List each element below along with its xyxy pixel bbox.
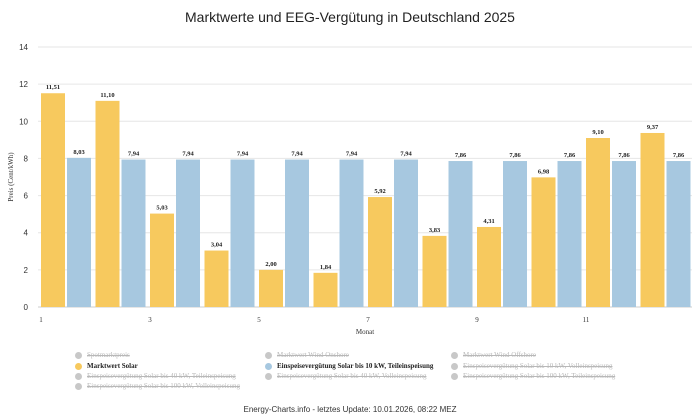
bar — [394, 159, 418, 307]
bar — [586, 138, 610, 307]
x-tick-label: 9 — [475, 316, 479, 324]
x-tick-label: 1 — [39, 316, 43, 324]
data-label: 1,84 — [320, 264, 332, 271]
y-tick-label: 0 — [24, 303, 29, 312]
legend-item-solar-100kw-voll[interactable]: Einspeisevergütung Solar bis 100 kW, Vol… — [75, 382, 240, 390]
legend-item-solar-10kw-voll[interactable]: Einspeisevergütung Solar bis 10 kW, Voll… — [451, 362, 612, 370]
y-tick-label: 2 — [24, 266, 29, 275]
footer-source: Energy-Charts.info - letztes Update: 10.… — [243, 405, 457, 414]
legend-item-wind-offshore[interactable]: Marktwert Wind Offshore — [451, 351, 536, 359]
data-label: 5,92 — [374, 188, 385, 195]
data-label: 9,10 — [592, 129, 603, 136]
legend-item-solar-40kw-voll[interactable]: Einspeisevergütung Solar bis 40 kW, Voll… — [265, 372, 426, 380]
data-label: 5,03 — [156, 205, 168, 212]
data-label: 7,94 — [291, 151, 303, 158]
data-label: 7,86 — [509, 152, 521, 159]
bar — [557, 161, 582, 307]
bar — [612, 161, 636, 307]
legend-label: Einspeisevergütung Solar bis 100 kW, Vol… — [87, 382, 240, 390]
x-tick-label: 11 — [583, 316, 590, 324]
y-tick-label: 8 — [24, 154, 29, 163]
data-label: 3,83 — [429, 227, 441, 234]
legend-label: Marktwert Wind Onshore — [277, 351, 349, 359]
x-axis-title: Monat — [356, 328, 374, 336]
bar — [259, 269, 283, 307]
bar — [95, 100, 120, 307]
legend-marker — [75, 362, 82, 370]
legend-label: Marktwert Solar — [87, 362, 138, 370]
bar — [339, 159, 364, 307]
data-label: 6,98 — [538, 168, 550, 175]
data-label: 11,51 — [46, 84, 60, 91]
legend-label: Einspeisevergütung Solar bis 10 kW, Teil… — [277, 362, 434, 370]
bar — [368, 197, 392, 307]
bar — [448, 161, 473, 307]
legend-item-marktwert-solar[interactable]: Marktwert Solar — [75, 362, 138, 370]
legend-marker — [75, 382, 82, 390]
legend-label: Einspeisevergütung Solar bis 40 kW, Teil… — [87, 372, 236, 380]
bar — [422, 235, 447, 307]
data-label: 7,86 — [673, 152, 685, 159]
y-tick-label: 12 — [19, 80, 28, 89]
data-label: 7,86 — [455, 152, 467, 159]
bar — [150, 213, 174, 307]
legend-marker — [75, 351, 82, 359]
legend-marker — [451, 372, 458, 380]
legend-label: Einspeisevergütung Solar bis 100 kW, Tei… — [463, 372, 616, 380]
bar — [640, 132, 665, 307]
bar — [204, 250, 229, 307]
data-label: 8,03 — [73, 149, 85, 156]
data-label: 11,10 — [100, 92, 114, 99]
legend-item-solar-100kw-teil[interactable]: Einspeisevergütung Solar bis 100 kW, Tei… — [451, 372, 615, 380]
x-tick-label: 3 — [148, 316, 152, 324]
legend-label: Spotmarktpreis — [87, 351, 130, 359]
y-tick-label: 4 — [24, 229, 29, 238]
legend-label: Einspeisevergütung Solar bis 10 kW, Voll… — [463, 362, 613, 370]
bar — [531, 177, 556, 307]
bar — [503, 161, 527, 307]
data-label: 2,00 — [265, 261, 276, 268]
data-label: 3,04 — [211, 242, 223, 249]
x-tick-label: 5 — [257, 316, 261, 324]
legend-marker — [451, 351, 458, 359]
chart-title: Marktwerte und EEG-Vergütung in Deutschl… — [185, 9, 515, 25]
bar — [313, 272, 338, 307]
data-label: 7,94 — [237, 151, 249, 158]
data-label: 7,94 — [400, 151, 412, 158]
legend-marker — [265, 362, 272, 370]
bar — [230, 159, 255, 307]
legend-item-spotmarktpreis[interactable]: Spotmarktpreis — [75, 351, 130, 359]
data-label: 4,31 — [483, 218, 494, 225]
data-label: 9,37 — [647, 124, 659, 131]
legend-marker — [75, 372, 82, 380]
y-axis-title: Preis (Cent/kWh) — [7, 152, 15, 202]
data-label: 7,94 — [128, 151, 140, 158]
legend-marker — [451, 362, 458, 370]
y-tick-label: 6 — [24, 192, 29, 201]
legend-label: Einspeisevergütung Solar bis 40 kW, Voll… — [277, 372, 427, 380]
legend-label: Marktwert Wind Offshore — [463, 351, 536, 359]
bar — [477, 226, 501, 307]
y-tick-label: 10 — [19, 117, 28, 126]
bar — [176, 159, 200, 307]
bar — [666, 161, 691, 307]
data-label: 7,94 — [182, 151, 194, 158]
legend-item-solar-10kw-teil[interactable]: Einspeisevergütung Solar bis 10 kW, Teil… — [265, 362, 433, 370]
data-label: 7,86 — [564, 152, 576, 159]
legend-marker — [265, 351, 272, 359]
legend-item-solar-40kw-teil[interactable]: Einspeisevergütung Solar bis 40 kW, Teil… — [75, 372, 236, 380]
x-tick-label: 7 — [366, 316, 370, 324]
data-label: 7,94 — [346, 151, 358, 158]
legend-item-wind-onshore[interactable]: Marktwert Wind Onshore — [265, 351, 349, 359]
bar — [41, 93, 65, 307]
bar — [67, 157, 91, 307]
bar — [121, 159, 146, 307]
bar — [285, 159, 309, 307]
legend-marker — [265, 372, 272, 380]
data-label: 7,86 — [618, 152, 630, 159]
y-tick-label: 14 — [19, 43, 28, 52]
